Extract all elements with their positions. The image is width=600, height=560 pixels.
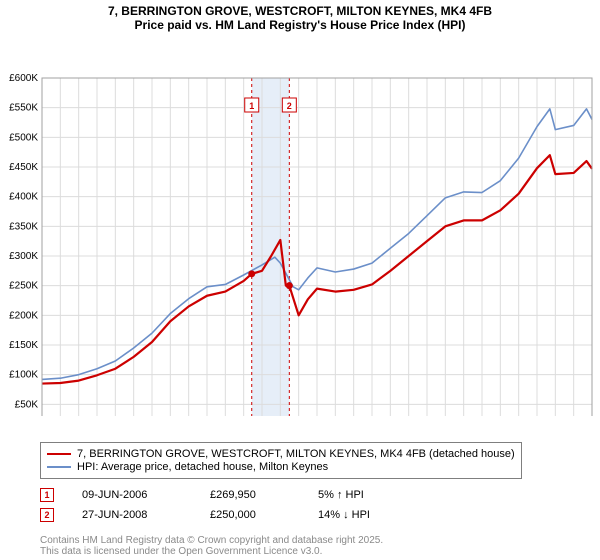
legend-row: 7, BERRINGTON GROVE, WESTCROFT, MILTON K… <box>47 448 515 460</box>
svg-text:£400K: £400K <box>9 192 38 203</box>
svg-text:£350K: £350K <box>9 221 38 232</box>
svg-text:£150K: £150K <box>9 340 38 351</box>
footnote-line-1: Contains HM Land Registry data © Crown c… <box>40 535 383 546</box>
svg-text:£250K: £250K <box>9 281 38 292</box>
svg-text:£200K: £200K <box>9 310 38 321</box>
price-chart: £0£50K£100K£150K£200K£250K£300K£350K£400… <box>0 36 600 416</box>
legend-row: HPI: Average price, detached house, Milt… <box>47 461 515 473</box>
svg-text:£300K: £300K <box>9 251 38 262</box>
legend-label: 7, BERRINGTON GROVE, WESTCROFT, MILTON K… <box>77 448 515 460</box>
legend-label: HPI: Average price, detached house, Milt… <box>77 461 328 473</box>
chart-container: £0£50K£100K£150K£200K£250K£300K£350K£400… <box>0 36 600 421</box>
copyright-footnote: Contains HM Land Registry data © Crown c… <box>40 535 383 557</box>
sale-row: 1 09-JUN-2006 £269,950 5% ↑ HPI <box>40 488 370 502</box>
svg-text:£500K: £500K <box>9 132 38 143</box>
sale-marker: 1 <box>40 488 54 502</box>
svg-text:2: 2 <box>287 101 292 111</box>
title-line-2: Price paid vs. HM Land Registry's House … <box>0 18 600 32</box>
sale-row: 2 27-JUN-2008 £250,000 14% ↓ HPI <box>40 508 370 522</box>
sale-events: 1 09-JUN-2006 £269,950 5% ↑ HPI 2 27-JUN-2008… <box>40 488 370 528</box>
svg-text:£50K: £50K <box>15 399 39 410</box>
svg-text:£450K: £450K <box>9 162 38 173</box>
sale-hpi-delta: 14% ↓ HPI <box>318 509 370 521</box>
svg-text:£100K: £100K <box>9 370 38 381</box>
legend: 7, BERRINGTON GROVE, WESTCROFT, MILTON K… <box>40 442 522 479</box>
legend-swatch <box>47 466 71 468</box>
sale-date: 09-JUN-2006 <box>82 489 182 501</box>
svg-text:£550K: £550K <box>9 103 38 114</box>
sale-date: 27-JUN-2008 <box>82 509 182 521</box>
chart-title-block: 7, BERRINGTON GROVE, WESTCROFT, MILTON K… <box>0 0 600 32</box>
sale-price: £269,950 <box>210 489 290 501</box>
sale-hpi-delta: 5% ↑ HPI <box>318 489 364 501</box>
sale-price: £250,000 <box>210 509 290 521</box>
svg-text:1: 1 <box>249 101 254 111</box>
title-line-1: 7, BERRINGTON GROVE, WESTCROFT, MILTON K… <box>0 4 600 18</box>
legend-swatch <box>47 453 71 455</box>
svg-text:£600K: £600K <box>9 73 38 84</box>
footnote-line-2: This data is licensed under the Open Gov… <box>40 546 383 557</box>
sale-marker: 2 <box>40 508 54 522</box>
